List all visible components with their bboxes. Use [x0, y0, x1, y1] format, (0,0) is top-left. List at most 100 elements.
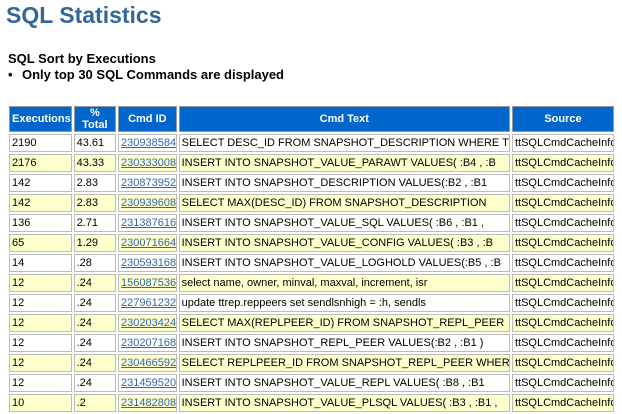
executions-cell: 12 — [9, 354, 72, 372]
note-text: Only top 30 SQL Commands are displayed — [22, 67, 284, 82]
table-row: 12.24 230207168 INSERT INTO SNAPSHOT_REPL_… — [9, 334, 614, 352]
table-row: 14.28 230593168 INSERT INTO SNAPSHOT_VALUE… — [9, 254, 614, 272]
source-cell: ttSQLCmdCacheInfo — [511, 354, 614, 372]
percent-total-cell: 2.71 — [73, 214, 117, 232]
bullet: • — [8, 67, 13, 82]
cmd-text-cell: INSERT INTO SNAPSHOT_VALUE_REPL VALUES( … — [178, 374, 510, 392]
column-header: Cmd Text — [178, 106, 510, 132]
percent-total-cell: .24 — [73, 274, 117, 292]
source-cell: ttSQLCmdCacheInfo — [511, 374, 614, 392]
cmd-id-cell: 230873952 — [118, 174, 177, 192]
cmd-id-link[interactable]: 156087536 — [121, 277, 177, 289]
cmd-id-cell: 231459520 — [118, 374, 177, 392]
table-row: 10.2 231482808 INSERT INTO SNAPSHOT_VALUE_… — [9, 394, 614, 412]
cmd-id-link[interactable]: 230207168 — [121, 337, 177, 349]
cmd-text-cell: INSERT INTO SNAPSHOT_VALUE_PLSQL VALUES(… — [178, 394, 510, 412]
table-row: 12.24 156087536 select name, owner, minval… — [9, 274, 614, 292]
source-cell: ttSQLCmdCacheInfo — [511, 134, 614, 152]
column-header: Executions — [9, 106, 72, 132]
executions-cell: 12 — [9, 374, 72, 392]
cmd-text-cell: INSERT INTO SNAPSHOT_REPL_PEER VALUES(:B… — [178, 334, 510, 352]
percent-total-cell: 1.29 — [73, 234, 117, 252]
cmd-id-link[interactable]: 230203424 — [121, 317, 177, 329]
table-row: 2176 43.33 230333008 INSERT INTO SNAPSHOT_V… — [9, 154, 614, 172]
source-cell: ttSQLCmdCacheInfo — [511, 254, 614, 272]
percent-total-cell: 2.83 — [73, 174, 117, 192]
table-row: 12.24 230203424 SELECT MAX(REPLPEER_ID) FR… — [9, 314, 614, 332]
note: • Only top 30 SQL Commands are displayed — [8, 67, 284, 82]
cmd-id-link[interactable]: 230939608 — [121, 197, 177, 209]
cmd-id-link[interactable]: 230466592 — [121, 357, 177, 369]
column-header: Cmd ID — [118, 106, 177, 132]
cmd-id-link[interactable]: 231482808 — [121, 397, 177, 409]
executions-cell: 12 — [9, 274, 72, 292]
executions-cell: 10 — [9, 394, 72, 412]
source-cell: ttSQLCmdCacheInfo — [511, 334, 614, 352]
cmd-id-cell: 230939608 — [118, 194, 177, 212]
cmd-id-link[interactable]: 230873952 — [121, 177, 177, 189]
cmd-id-link[interactable]: 230333008 — [121, 157, 177, 169]
cmd-id-cell: 230593168 — [118, 254, 177, 272]
percent-total-cell: 43.33 — [73, 154, 117, 172]
executions-cell: 12 — [9, 314, 72, 332]
cmd-id-cell: 230071664 — [118, 234, 177, 252]
cmd-text-cell: SELECT MAX(DESC_ID) FROM SNAPSHOT_DESCRI… — [178, 194, 510, 212]
table-row: 142 2.83 230939608 SELECT MAX(DESC_ID) FROM… — [9, 194, 614, 212]
executions-cell: 2176 — [9, 154, 72, 172]
percent-total-cell: 43.61 — [73, 134, 117, 152]
cmd-text-cell: INSERT INTO SNAPSHOT_VALUE_CONFIG VALUES… — [178, 234, 510, 252]
source-cell: ttSQLCmdCacheInfo — [511, 394, 614, 412]
table-row: 142 2.83 230873952 INSERT INTO SNAPSHOT_DES… — [9, 174, 614, 192]
cmd-text-cell: INSERT INTO SNAPSHOT_VALUE_SQL VALUES( :… — [178, 214, 510, 232]
percent-total-cell: .2 — [73, 394, 117, 412]
source-cell: ttSQLCmdCacheInfo — [511, 214, 614, 232]
percent-total-cell: .24 — [73, 354, 117, 372]
source-cell: ttSQLCmdCacheInfo — [511, 234, 614, 252]
percent-total-cell: .24 — [73, 314, 117, 332]
table-row: 12.24 230466592 SELECT REPLPEER_ID FROM SN… — [9, 354, 614, 372]
cmd-id-cell: 231482808 — [118, 394, 177, 412]
cmd-id-link[interactable]: 230593168 — [121, 257, 177, 269]
cmd-id-link[interactable]: 227961232 — [121, 297, 177, 309]
percent-total-cell: .28 — [73, 254, 117, 272]
column-header: Source — [511, 106, 614, 132]
executions-cell: 142 — [9, 174, 72, 192]
source-cell: ttSQLCmdCacheInfo — [511, 174, 614, 192]
percent-total-cell: 2.83 — [73, 194, 117, 212]
executions-cell: 136 — [9, 214, 72, 232]
cmd-text-cell: update ttrep.reppeers set sendlsnhigh = … — [178, 294, 510, 312]
cmd-text-cell: SELECT DESC_ID FROM SNAPSHOT_DESCRIPTION… — [178, 134, 510, 152]
cmd-text-cell: INSERT INTO SNAPSHOT_VALUE_LOGHOLD VALUE… — [178, 254, 510, 272]
cmd-id-cell: 230938584 — [118, 134, 177, 152]
cmd-id-cell: 230466592 — [118, 354, 177, 372]
cmd-id-cell: 231387616 — [118, 214, 177, 232]
cmd-id-link[interactable]: 231459520 — [121, 377, 177, 389]
source-cell: ttSQLCmdCacheInfo — [511, 314, 614, 332]
cmd-id-cell: 230203424 — [118, 314, 177, 332]
subtitle: SQL Sort by Executions — [8, 51, 156, 66]
source-cell: ttSQLCmdCacheInfo — [511, 154, 614, 172]
source-cell: ttSQLCmdCacheInfo — [511, 194, 614, 212]
executions-cell: 14 — [9, 254, 72, 272]
executions-cell: 12 — [9, 294, 72, 312]
source-cell: ttSQLCmdCacheInfo — [511, 274, 614, 292]
cmd-text-cell: select name, owner, minval, maxval, incr… — [178, 274, 510, 292]
executions-cell: 2190 — [9, 134, 72, 152]
cmd-id-link[interactable]: 230071664 — [121, 237, 177, 249]
page-title: SQL Statistics — [6, 2, 162, 28]
executions-cell: 142 — [9, 194, 72, 212]
cmd-text-cell: INSERT INTO SNAPSHOT_DESCRIPTION VALUES(… — [178, 174, 510, 192]
table-row: 12.24 227961232 update ttrep.reppeers set … — [9, 294, 614, 312]
percent-total-cell: .24 — [73, 374, 117, 392]
table-row: 136 2.71 231387616 INSERT INTO SNAPSHOT_VAL… — [9, 214, 614, 232]
cmd-text-cell: INSERT INTO SNAPSHOT_VALUE_PARAWT VALUES… — [178, 154, 510, 172]
sql-table: Executions% Total Cmd ID Cmd Text Source 21… — [7, 104, 616, 414]
cmd-id-link[interactable]: 231387616 — [121, 217, 177, 229]
cmd-id-cell: 156087536 — [118, 274, 177, 292]
table-row: 12.24 231459520 INSERT INTO SNAPSHOT_VALUE… — [9, 374, 614, 392]
cmd-id-link[interactable]: 230938584 — [121, 137, 177, 149]
cmd-text-cell: SELECT MAX(REPLPEER_ID) FROM SNAPSHOT_RE… — [178, 314, 510, 332]
cmd-text-cell: SELECT REPLPEER_ID FROM SNAPSHOT_REPL_PE… — [178, 354, 510, 372]
executions-cell: 12 — [9, 334, 72, 352]
